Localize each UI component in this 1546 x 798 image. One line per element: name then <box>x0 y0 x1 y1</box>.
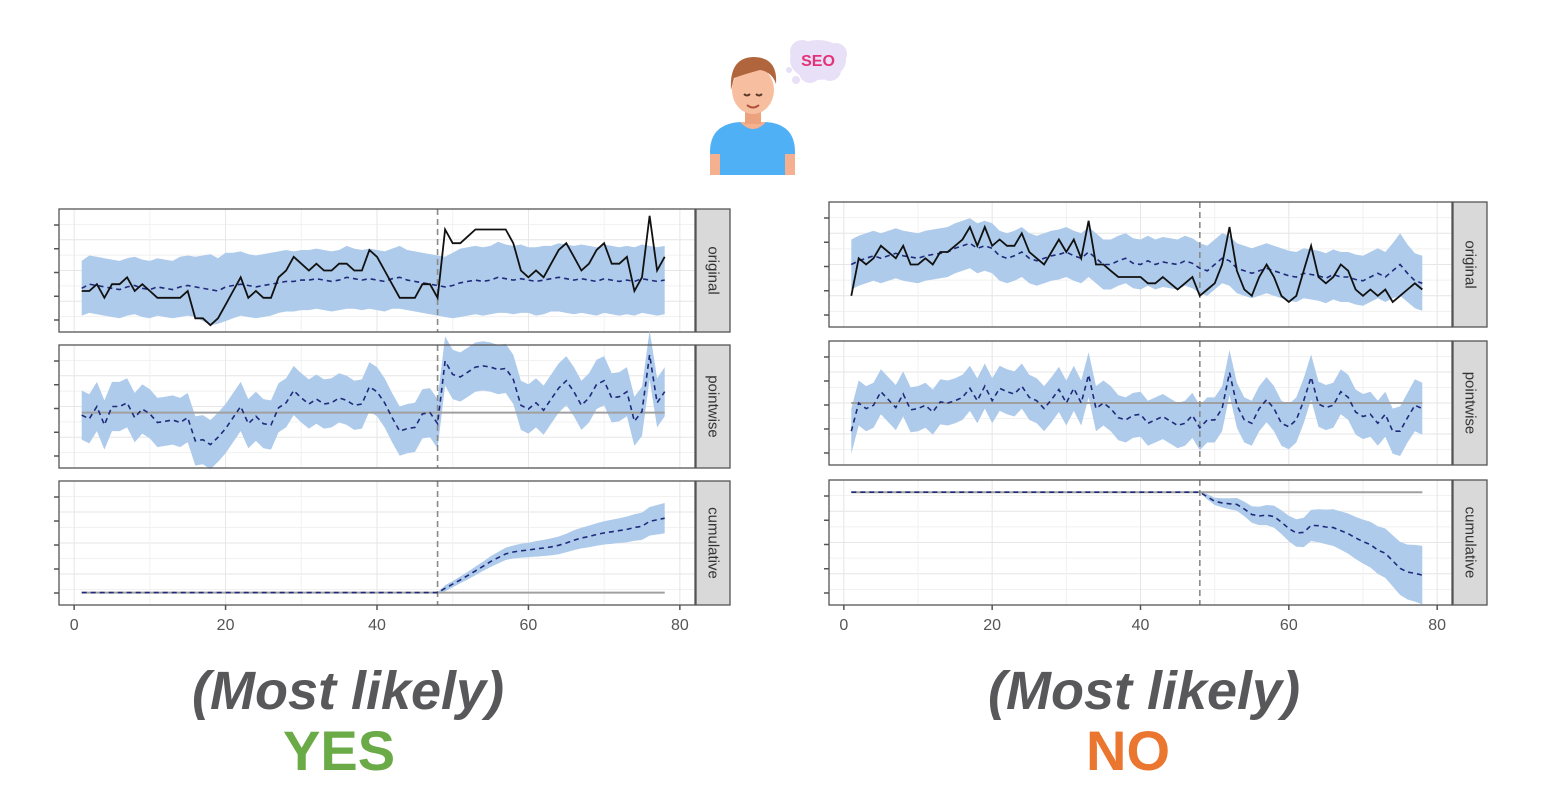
bubble-text: SEO <box>801 53 835 70</box>
observed-line <box>81 215 666 327</box>
thought-bubble: SEO <box>786 40 847 84</box>
observed-line <box>850 220 1423 304</box>
x-tick-label: 80 <box>1428 617 1446 634</box>
strip-pointwise <box>1452 340 1488 466</box>
person-thinking-icon: SEO <box>710 40 847 175</box>
strip-cumulative <box>1452 479 1488 606</box>
x-tick-label: 20 <box>983 617 1001 634</box>
x-tick-label: 40 <box>368 617 386 634</box>
left-panel-cumulative: cumulative <box>54 480 731 606</box>
x-tick-label: 0 <box>70 617 79 634</box>
strip-label-original: original <box>705 246 722 294</box>
strip-label-original: original <box>1462 240 1479 288</box>
x-tick-label: 60 <box>1280 617 1298 634</box>
x-tick-label: 80 <box>671 617 689 634</box>
confidence-band <box>81 330 665 470</box>
predicted-line <box>851 491 1423 576</box>
strip-label-pointwise: pointwise <box>705 375 722 438</box>
confidence-band <box>851 218 1423 311</box>
right-verdict: NO <box>1086 719 1170 782</box>
panel-border <box>58 344 696 469</box>
predicted-line <box>81 354 666 446</box>
strip-label-cumulative: cumulative <box>1462 507 1479 579</box>
right-chart: original pointwise cumulative 0 20 40 60 80 <box>824 201 1488 634</box>
x-tick-label: 60 <box>520 617 538 634</box>
right-panel-original: original <box>824 201 1488 328</box>
panel-border <box>828 201 1453 328</box>
left-panel-pointwise: pointwise <box>54 330 731 470</box>
predicted-line <box>81 276 665 292</box>
panel-border <box>58 208 696 333</box>
x-tick-label: 20 <box>217 617 235 634</box>
x-tick-label: 40 <box>1132 617 1150 634</box>
right-panel-pointwise: pointwise <box>824 340 1488 466</box>
strip-label-pointwise: pointwise <box>1462 372 1479 435</box>
strip-cumulative <box>695 480 731 606</box>
strip-original <box>695 208 731 333</box>
left-chart: original pointwise cumulative 0 20 40 60 80 <box>54 208 731 634</box>
panel-border <box>828 340 1453 466</box>
left-verdict: YES <box>283 719 396 782</box>
x-tick-label: 0 <box>839 617 848 634</box>
left-subtitle: (Most likely) <box>192 661 505 721</box>
predicted-line <box>850 372 1423 432</box>
left-panel-original: original <box>54 208 731 333</box>
strip-original <box>1452 201 1488 328</box>
right-panel-cumulative: cumulative <box>824 479 1488 606</box>
predicted-line <box>81 517 665 594</box>
strip-label-cumulative: cumulative <box>705 507 722 579</box>
avatar: SEO <box>700 32 860 182</box>
strip-pointwise <box>695 344 731 469</box>
right-subtitle: (Most likely) <box>988 661 1301 721</box>
